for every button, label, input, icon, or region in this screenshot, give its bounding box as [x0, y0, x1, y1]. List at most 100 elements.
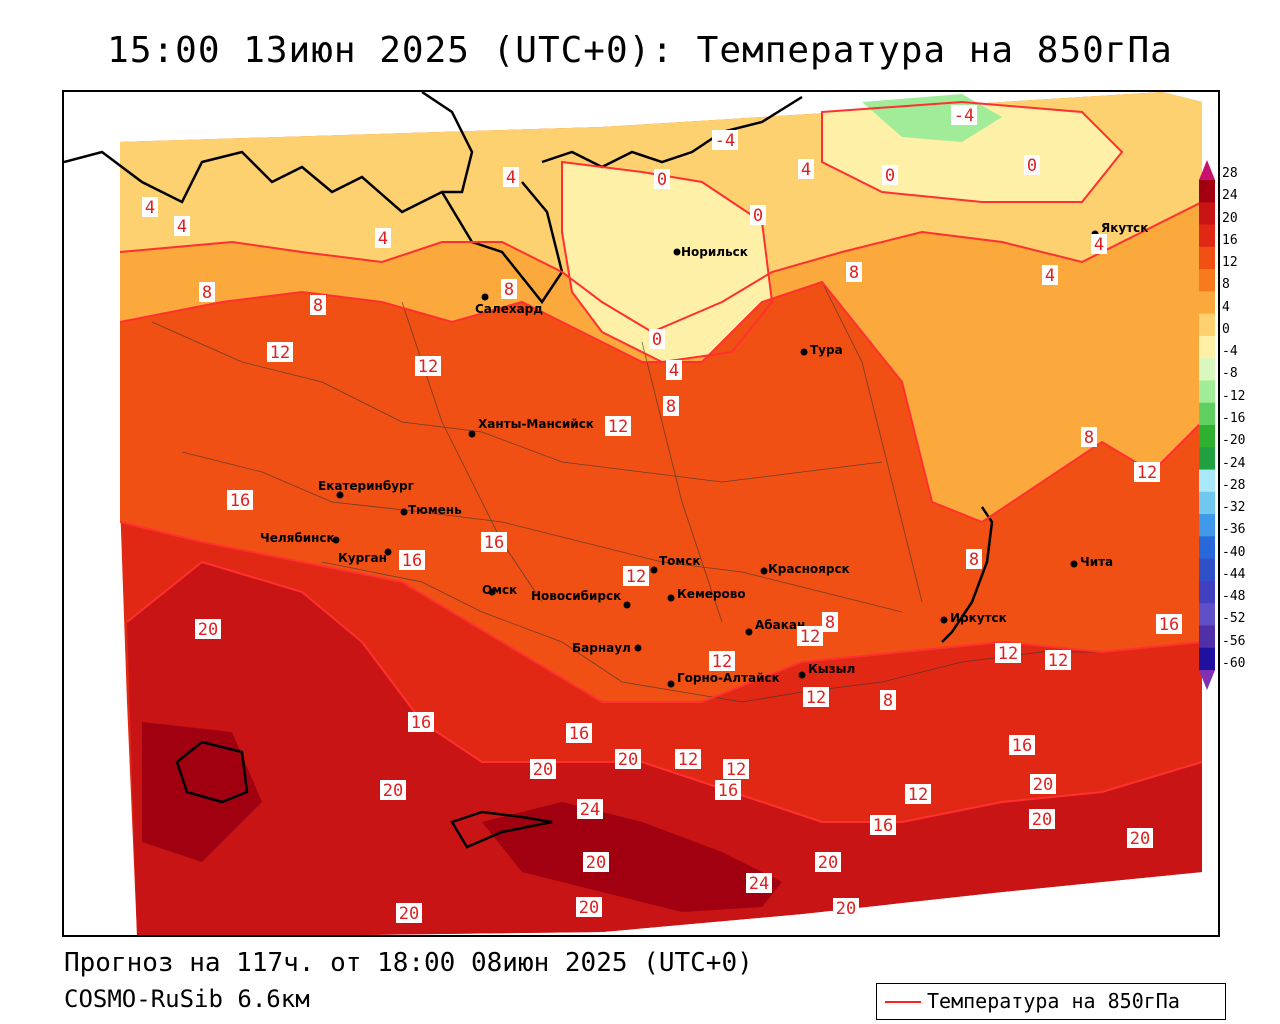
isotherm-value: 8 — [504, 280, 514, 300]
isotherm-label: 12 — [995, 643, 1021, 664]
isotherm-label: 12 — [709, 651, 735, 672]
colorbar-tick-label: 16 — [1222, 232, 1238, 248]
isotherm-value: 0 — [652, 330, 662, 350]
isotherm-value: 4 — [801, 160, 811, 180]
isotherm-label: 20 — [615, 749, 641, 770]
city-label: Челябинск — [260, 531, 335, 545]
colorbar-tick-label: 8 — [1222, 277, 1230, 293]
isotherm-label: 20 — [1029, 809, 1055, 830]
isotherm-label: 12 — [905, 784, 931, 805]
colorbar-tick-label: 24 — [1222, 188, 1238, 204]
isotherm-label: 12 — [1134, 462, 1160, 483]
city-marker — [634, 644, 642, 652]
isotherm-value: 12 — [418, 357, 438, 377]
isotherm-value: 20 — [818, 853, 838, 873]
isotherm-value: 0 — [753, 206, 763, 226]
isotherm-label: 16 — [1009, 735, 1035, 756]
colorbar-tick-label: -16 — [1222, 411, 1246, 426]
colorbar-tick-label: -24 — [1222, 455, 1246, 471]
isotherm-value: 24 — [580, 800, 600, 820]
colorbar-segment — [1199, 647, 1215, 671]
city-marker — [488, 588, 496, 596]
city-marker — [798, 671, 806, 679]
isotherm-label: 16 — [870, 815, 896, 836]
colorbar-tick-label: -36 — [1222, 522, 1246, 538]
isotherm-value: 16 — [230, 491, 250, 511]
isotherm-label: 12 — [1045, 650, 1071, 671]
isotherm-value: 24 — [749, 874, 769, 894]
colorbar-tick-label: 0 — [1222, 321, 1230, 337]
isotherm-value: 12 — [1137, 463, 1157, 483]
city-label: Абакан — [755, 618, 805, 632]
isotherm-value: 8 — [313, 296, 323, 316]
isotherm-value: 12 — [726, 760, 746, 780]
isotherm-label: 8 — [966, 549, 982, 570]
colorbar-segment — [1199, 603, 1215, 626]
isotherm-value: 16 — [718, 781, 738, 801]
isotherm-value: 12 — [626, 567, 646, 587]
isotherm-label: 20 — [583, 852, 609, 873]
colorbar-tick-label: 28 — [1222, 166, 1238, 181]
colorbar-tick-label: -4 — [1222, 344, 1238, 360]
isotherm-label: 8 — [501, 279, 517, 300]
isotherm-value: 16 — [411, 713, 431, 733]
isotherm-label: 4 — [503, 167, 519, 188]
map-canvas: Норильск Якутск Салехард Тура Ханты-Мансийск… — [64, 92, 1218, 935]
isotherm-label: 8 — [1081, 427, 1097, 448]
isotherm-value: 16 — [873, 816, 893, 836]
isotherm-value: 12 — [270, 343, 290, 363]
isotherm-value: -4 — [715, 131, 735, 151]
colorbar-segment — [1199, 291, 1215, 315]
city-marker — [667, 680, 675, 688]
isotherm-value: 12 — [998, 644, 1018, 664]
isotherm-label: 12 — [797, 626, 823, 647]
city-label: Омск — [482, 583, 517, 597]
isotherm-label: 16 — [566, 723, 592, 744]
city-marker — [623, 601, 631, 609]
isotherm-value: 4 — [1094, 235, 1104, 255]
isotherm-value: 0 — [1027, 156, 1037, 176]
isotherm-label: 4 — [375, 228, 391, 249]
colorbar-tick-label: -48 — [1222, 589, 1246, 605]
isotherm-label: 0 — [649, 329, 665, 350]
city-label: Томск — [659, 554, 701, 568]
isotherm-label: 8 — [846, 262, 862, 283]
isotherm-value: 12 — [908, 785, 928, 805]
isotherm-value: 20 — [1130, 829, 1150, 849]
legend-label: Температура на 850гПа — [927, 989, 1180, 1013]
city-marker — [760, 567, 768, 575]
city-marker — [481, 293, 489, 301]
city-label: Кызыл — [808, 662, 855, 676]
isotherm-value: 16 — [402, 551, 422, 571]
isotherm-label: 12 — [415, 356, 441, 377]
colorbar-segment — [1199, 335, 1215, 359]
colorbar-bottom-arrow — [1199, 670, 1215, 690]
isotherm-label: 20 — [1127, 828, 1153, 849]
temperature-map[interactable]: Норильск Якутск Салехард Тура Ханты-Мансийск… — [62, 90, 1220, 937]
map-title: 15:00 13июн 2025 (UTC+0): Температура на… — [107, 30, 1173, 71]
isotherm-label: 0 — [1024, 155, 1040, 176]
zone-24 — [482, 802, 782, 912]
city-label: Курган — [338, 551, 387, 565]
isotherm-label: -4 — [712, 130, 738, 151]
isotherm-value: 8 — [849, 263, 859, 283]
isotherm-value: 20 — [198, 620, 218, 640]
isotherm-value: 8 — [825, 613, 835, 633]
isotherm-label: 24 — [746, 873, 772, 894]
isotherm-label: 0 — [654, 169, 670, 190]
isotherm-label: 12 — [803, 687, 829, 708]
colorbar-segment — [1199, 425, 1215, 448]
zone-20 — [127, 562, 1202, 935]
isotherm-label: 20 — [815, 852, 841, 873]
colorbar-segment — [1199, 514, 1215, 537]
isotherm-value: 20 — [586, 853, 606, 873]
colorbar-segment — [1199, 269, 1215, 292]
isotherm-label: 12 — [623, 566, 649, 587]
city-marker — [468, 430, 476, 438]
isotherm-value: 8 — [969, 550, 979, 570]
isotherm-value: 16 — [569, 724, 589, 744]
isotherm-label: 24 — [577, 799, 603, 820]
colorbar-tick-label: -28 — [1222, 477, 1246, 493]
colorbar-tick-label: -44 — [1222, 566, 1246, 582]
isotherm-value: 16 — [1012, 736, 1032, 756]
